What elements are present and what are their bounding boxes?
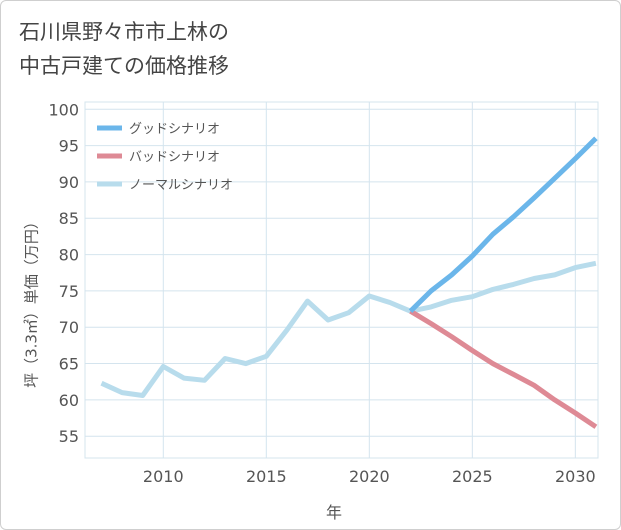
y-tick-label: 55 <box>59 427 79 446</box>
chart-title-line-2: 中古戸建ての価格推移 <box>19 54 229 78</box>
y-tick-label: 60 <box>59 391 79 410</box>
legend-label: ノーマルシナリオ <box>129 178 233 193</box>
y-tick-label: 85 <box>59 209 79 228</box>
series-line-1 <box>408 136 598 313</box>
series-lines <box>100 136 598 429</box>
chart-title: 石川県野々市市上林の 中古戸建ての価格推移 <box>19 15 229 83</box>
x-axis-label: 年 <box>325 503 343 522</box>
axis-ticks: 55 60 65 70 75 80 85 90 95 100 2010 2015 2020 2025 203… <box>48 100 595 486</box>
y-tick-label: 75 <box>59 282 79 301</box>
y-tick-label: 80 <box>59 246 79 265</box>
x-tick-label: 2030 <box>555 467 596 486</box>
y-tick-label: 70 <box>59 318 79 337</box>
y-tick-label: 100 <box>48 100 79 119</box>
x-tick-label: 2015 <box>246 467 287 486</box>
plot-area <box>84 101 599 459</box>
legend-label: バッドシナリオ <box>129 150 220 165</box>
x-tick-label: 2010 <box>143 467 184 486</box>
series-line-3 <box>100 260 597 398</box>
x-tick-label: 2025 <box>452 467 493 486</box>
series-line-2 <box>409 309 598 429</box>
y-tick-label: 65 <box>59 355 79 374</box>
y-axis-label: 坪（3.3㎡）単価（万円） <box>22 214 41 388</box>
y-tick-label: 95 <box>59 137 79 156</box>
x-tick-label: 2020 <box>349 467 390 486</box>
y-tick-label: 90 <box>59 173 79 192</box>
chart-title-line-1: 石川県野々市市上林の <box>19 20 229 44</box>
legend-label: グッドシナリオ <box>129 122 220 137</box>
